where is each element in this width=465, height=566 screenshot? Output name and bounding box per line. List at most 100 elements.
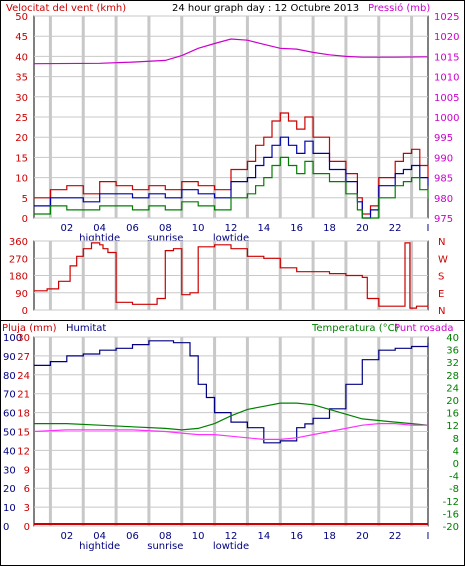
humidity-x-tick-0: 02 <box>60 531 73 542</box>
direction-y-tick-4: 360 <box>9 237 28 248</box>
wind-x-tick-4: 10 <box>192 223 205 234</box>
humidity-series-line-temperatura <box>34 402 429 431</box>
compass-label-4: N <box>438 237 445 248</box>
humidity-x-markers: hightide sunrise lowtide <box>79 541 249 552</box>
pressure-y-tick-4: 995 <box>434 133 453 144</box>
dewpoint-axis-title: Punt rosada <box>394 323 453 334</box>
pressure-y-tick-9: 1020 <box>434 32 459 43</box>
humidity-y-tick-10: 100 <box>3 333 22 344</box>
humidity-x-tick-7: 16 <box>290 531 303 542</box>
wind-y-tick-9: 45 <box>15 32 28 43</box>
temperature-y-tick-1: -16 <box>443 509 459 520</box>
wind-x-marker-1: sunrise <box>147 233 183 244</box>
wind-x-tick-9: 20 <box>356 223 369 234</box>
wind-y-tick-2: 10 <box>15 174 28 185</box>
temperature-y-tick-6: 4 <box>453 446 459 457</box>
temperature-y-tick-9: 16 <box>446 409 459 420</box>
wind-x-tick-8: 18 <box>323 223 336 234</box>
wind-x-tick-5: 12 <box>225 223 238 234</box>
humidity-x-tick-6: 14 <box>257 531 270 542</box>
temperature-y-tick-12: 28 <box>446 371 459 382</box>
compass-label-2: S <box>438 272 444 283</box>
wind-y-tick-1: 5 <box>22 194 28 205</box>
wind-x-tick-2: 06 <box>126 223 139 234</box>
rain-y-tick-0: 0 <box>24 522 30 533</box>
humidity-y-ticks: 0 10 20 30 40 50 60 70 80 90 100 0 3 6 9 12 15 18 21 24 27 30 <box>3 333 30 533</box>
humidity-y-tick-0: 0 <box>3 522 9 533</box>
humidity-series-line-humitat <box>34 340 429 444</box>
wind-x-tick-7: 16 <box>290 223 303 234</box>
wind-x-marker-0: hightide <box>79 233 120 244</box>
wind-y-tick-5: 25 <box>15 113 28 124</box>
direction-y-tick-1: 90 <box>15 289 28 300</box>
humidity-x-tick-11: I <box>427 531 430 542</box>
rain-y-tick-7: 21 <box>17 390 30 401</box>
humidity-x-ticks: 02 04 06 08 10 12 14 16 18 20 22 I <box>60 531 429 542</box>
compass-label-0: N <box>438 306 445 317</box>
temperature-y-tick-0: -20 <box>443 522 459 533</box>
wind-x-markers: hightide sunrise lowtide <box>79 233 249 244</box>
humidity-y-tick-2: 20 <box>3 484 16 495</box>
rain-y-tick-5: 15 <box>17 428 30 439</box>
humidity-x-tick-2: 06 <box>126 531 139 542</box>
humidity-x-tick-10: 22 <box>389 531 402 542</box>
pressure-y-tick-5: 1000 <box>434 113 459 124</box>
temperature-y-tick-4: -4 <box>449 472 459 483</box>
pressure-axis-title: Pressió (mb) <box>368 2 430 14</box>
direction-y-ticks: 0 90 180 270 360 <box>9 237 28 317</box>
pressure-y-tick-7: 1010 <box>434 73 459 84</box>
direction-y-tick-3: 270 <box>9 254 28 265</box>
wind-x-tick-0: 02 <box>60 223 73 234</box>
wind-x-tick-3: 08 <box>159 223 172 234</box>
rain-y-tick-4: 12 <box>17 446 30 457</box>
compass-label-1: E <box>438 289 444 300</box>
humidity-y-tick-6: 60 <box>3 409 16 420</box>
humidity-x-tick-1: 04 <box>93 531 106 542</box>
wind-axis-title: Velocitat del vent (kmh) <box>6 3 126 14</box>
compass-label-3: W <box>438 254 448 265</box>
humidity-x-marker-1: sunrise <box>147 541 183 552</box>
humidity-series-line-puntrosada <box>33 423 428 440</box>
humidity-x-tick-8: 18 <box>323 531 336 542</box>
humidity-axis-title: Humitat <box>66 323 106 334</box>
wind-y-tick-6: 30 <box>15 93 28 104</box>
wind-x-tick-6: 14 <box>257 223 270 234</box>
temperature-y-tick-2: -12 <box>443 497 459 508</box>
humidity-x-tick-5: 12 <box>225 531 238 542</box>
rain-y-tick-8: 24 <box>17 371 30 382</box>
rain-y-tick-2: 6 <box>24 484 30 495</box>
wind-y-tick-3: 15 <box>15 153 28 164</box>
humidity-series <box>33 340 429 525</box>
wind-x-tick-11: I <box>427 223 430 234</box>
temperature-y-tick-7: 8 <box>453 434 459 445</box>
rain-axis-title: Pluja (mm) <box>2 323 57 334</box>
humidity-x-marker-2: lowtide <box>213 541 249 552</box>
humidity-temperature-panel: 0102030405060708090100036912151821242730… <box>3 333 459 552</box>
wind-series <box>33 38 429 219</box>
pressure-y-tick-6: 1005 <box>434 93 459 104</box>
wind-y-tick-4: 20 <box>15 133 28 144</box>
pressure-y-tick-10: 1025 <box>434 12 459 23</box>
temperature-y-tick-5: 0 <box>453 459 459 470</box>
pressure-y-tick-1: 980 <box>434 194 453 205</box>
humidity-y-tick-1: 10 <box>3 503 16 514</box>
rain-y-tick-6: 18 <box>17 409 30 420</box>
wind-x-tick-10: 22 <box>389 223 402 234</box>
humidity-x-marker-0: hightide <box>79 541 120 552</box>
humidity-y-tick-4: 40 <box>3 446 16 457</box>
temperature-y-tick-11: 24 <box>446 383 459 394</box>
rain-y-tick-3: 9 <box>24 465 30 476</box>
wind-series-line-min <box>34 156 429 219</box>
temperature-y-tick-13: 32 <box>446 358 459 369</box>
pressure-y-tick-2: 985 <box>434 174 453 185</box>
wind-x-ticks: 02 04 06 08 10 12 14 16 18 20 22 I <box>60 223 429 234</box>
wind-y-tick-10: 50 <box>15 12 28 23</box>
rain-y-tick-1: 3 <box>24 503 30 514</box>
rain-y-tick-9: 27 <box>17 352 30 363</box>
